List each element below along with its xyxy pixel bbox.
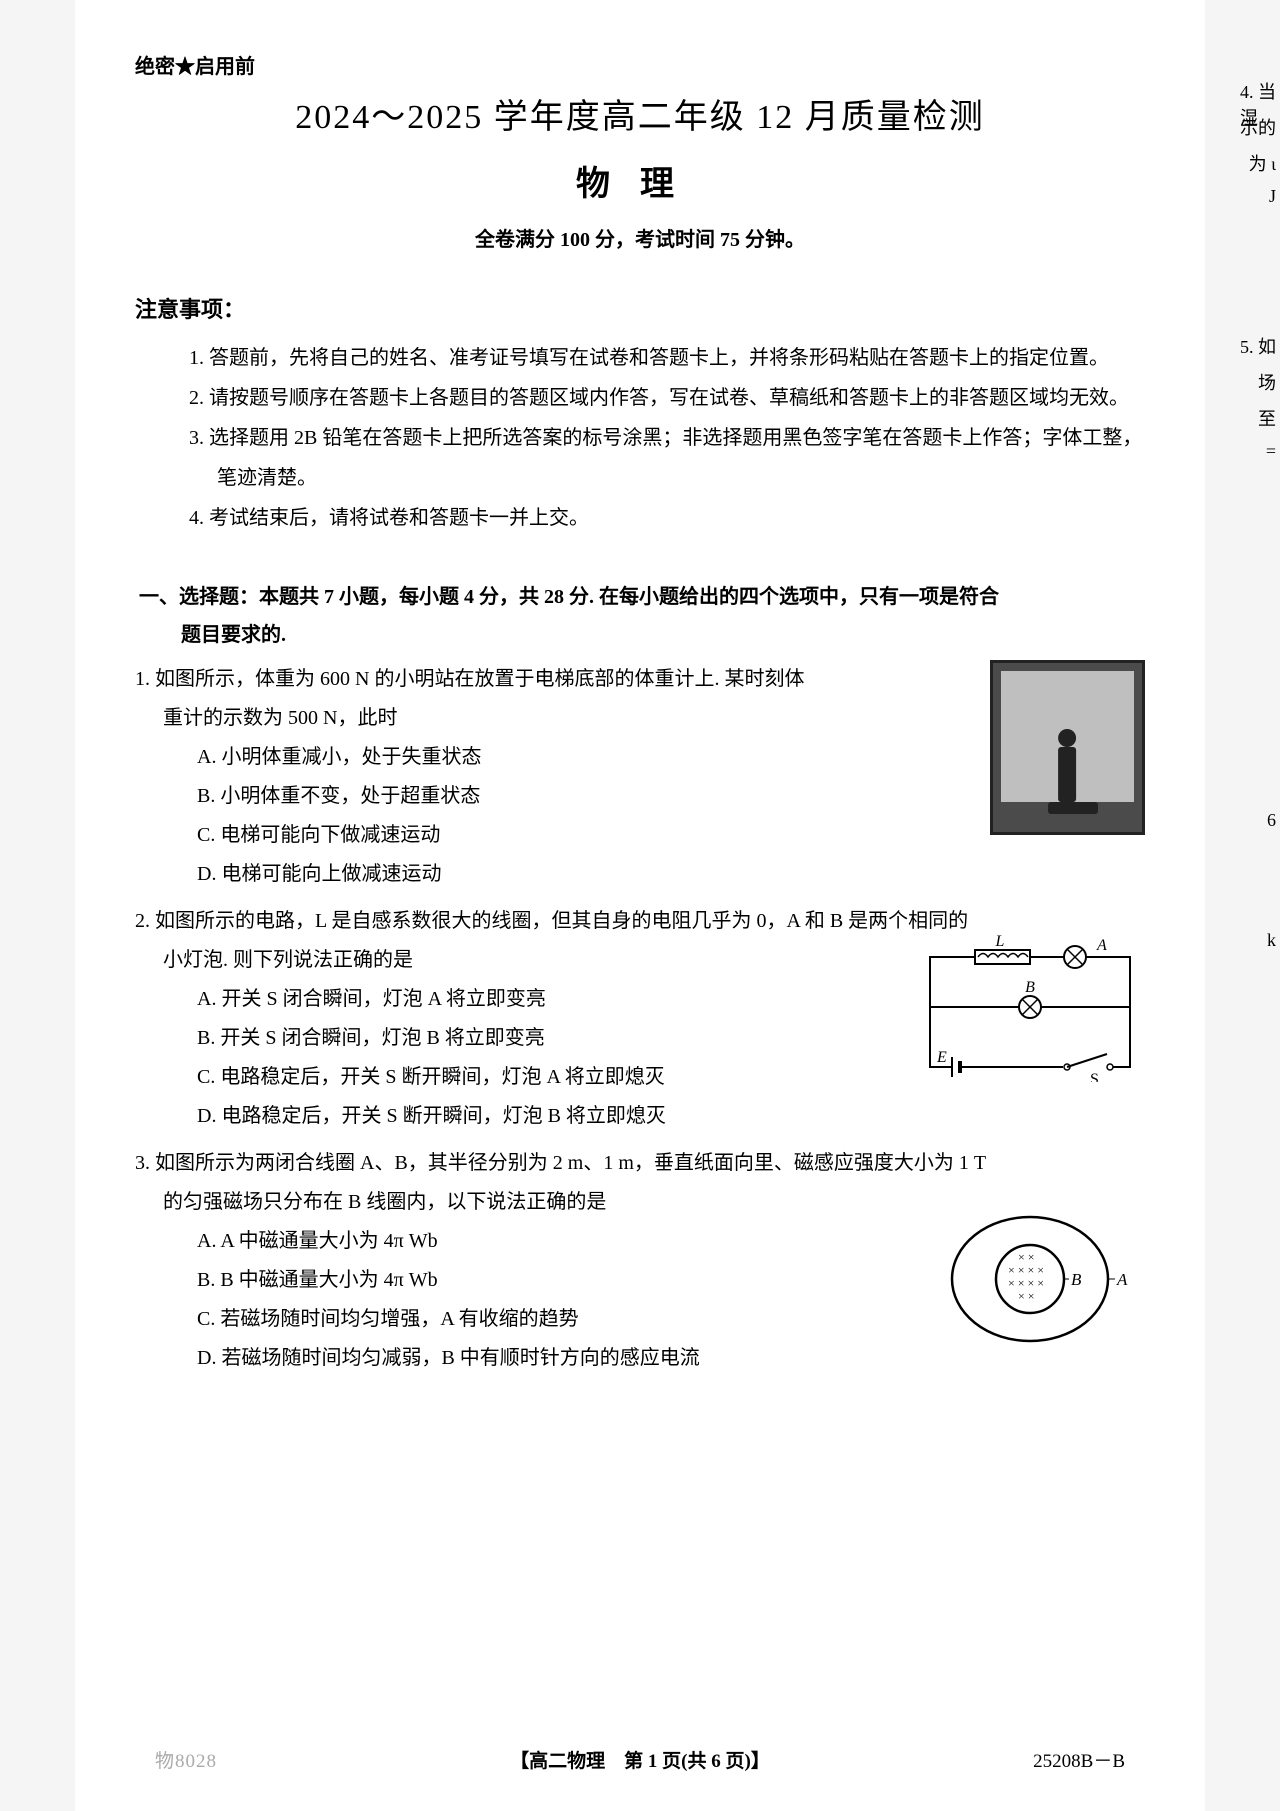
q2-option-d: D. 电路稳定后，开关 S 断开瞬间，灯泡 B 将立即熄灭 — [197, 1097, 1145, 1136]
section-header-line1: 一、选择题：本题共 7 小题，每小题 4 分，共 28 分. 在每小题给出的四个… — [139, 586, 999, 608]
q3-stem-line1: 3. 如图所示为两闭合线圈 A、B，其半径分别为 2 m、1 m，垂直纸面向里、… — [135, 1144, 1145, 1183]
coil-label-a: A — [1116, 1270, 1128, 1289]
elevator-person-head — [1058, 729, 1076, 747]
footer-right-code: 25208B－B — [1033, 1746, 1125, 1773]
section-1-header: 一、选择题：本题共 7 小题，每小题 4 分，共 28 分. 在每小题给出的四个… — [139, 578, 1145, 654]
circuit-label-l: L — [995, 933, 1005, 950]
margin-note: k — [1267, 930, 1276, 951]
svg-text:× ×: × × — [1018, 1289, 1035, 1303]
q1-option-d: D. 电梯可能向上做减速运动 — [197, 855, 1145, 894]
score-line: 全卷满分 100 分，考试时间 75 分钟。 — [135, 223, 1145, 252]
margin-note: = — [1266, 441, 1276, 462]
margin-note: 示的 — [1240, 114, 1276, 140]
subject-title: 物理 — [135, 156, 1145, 205]
figure-elevator — [990, 660, 1145, 835]
circuit-label-b: B — [1025, 979, 1035, 996]
question-3: 3. 如图所示为两闭合线圈 A、B，其半径分别为 2 m、1 m，垂直纸面向里、… — [135, 1144, 1145, 1378]
question-2: 2. 如图所示的电路，L 是自感系数很大的线圈，但其自身的电阻几乎为 0，A 和… — [135, 902, 1145, 1136]
figure-circuit: L A B E — [915, 932, 1145, 1082]
circuit-label-s: S — [1090, 1071, 1099, 1082]
margin-note: 6 — [1267, 810, 1276, 831]
svg-text:× × × ×: × × × × — [1008, 1263, 1044, 1277]
notice-item: 3. 选择题用 2B 铅笔在答题卡上把所选答案的标号涂黑；非选择题用黑色签字笔在… — [217, 418, 1145, 498]
notice-item: 1. 答题前，先将自己的姓名、准考证号填写在试卷和答题卡上，并将条形码粘贴在答题… — [217, 338, 1145, 378]
notice-heading: 注意事项： — [135, 292, 1145, 324]
field-crosses: × × × × × × × × × × × × — [1008, 1250, 1044, 1303]
notice-list: 1. 答题前，先将自己的姓名、准考证号填写在试卷和答题卡上，并将条形码粘贴在答题… — [189, 338, 1145, 538]
margin-note: J — [1269, 186, 1276, 207]
margin-note: 为 ι — [1249, 150, 1276, 176]
elevator-scale — [1048, 802, 1098, 814]
q1-stem-line1: 1. 如图所示，体重为 600 N 的小明站在放置于电梯底部的体重计上. 某时刻… — [135, 660, 905, 699]
circuit-label-e: E — [936, 1049, 947, 1066]
notice-item: 2. 请按题号顺序在答题卡上各题目的答题区域内作答，写在试卷、草稿纸和答题卡上的… — [217, 378, 1145, 418]
svg-text:× × × ×: × × × × — [1008, 1276, 1044, 1290]
elevator-person-body — [1058, 747, 1076, 802]
main-title: 2024～2025 学年度高二年级 12 月质量检测 — [135, 89, 1145, 138]
margin-note: 5. 如 — [1240, 333, 1276, 359]
coil-label-b: B — [1071, 1270, 1082, 1289]
figure-coils: × × × × × × × × × × × × B A — [925, 1199, 1145, 1359]
footer-left-code: 物8028 — [155, 1746, 217, 1773]
question-1: 1. 如图所示，体重为 600 N 的小明站在放置于电梯底部的体重计上. 某时刻… — [135, 660, 1145, 894]
margin-note: 至 — [1258, 405, 1276, 431]
notice-item: 4. 考试结束后，请将试卷和答题卡一并上交。 — [217, 498, 1145, 538]
circuit-label-a: A — [1096, 937, 1107, 954]
page-footer: 物8028 【高二物理 第 1 页(共 6 页)】 25208B－B — [75, 1746, 1205, 1773]
confidential-label: 绝密★启用前 — [135, 50, 1145, 79]
margin-note: 场 — [1258, 369, 1276, 395]
section-header-line2: 题目要求的. — [181, 616, 1145, 654]
svg-text:× ×: × × — [1018, 1250, 1035, 1264]
